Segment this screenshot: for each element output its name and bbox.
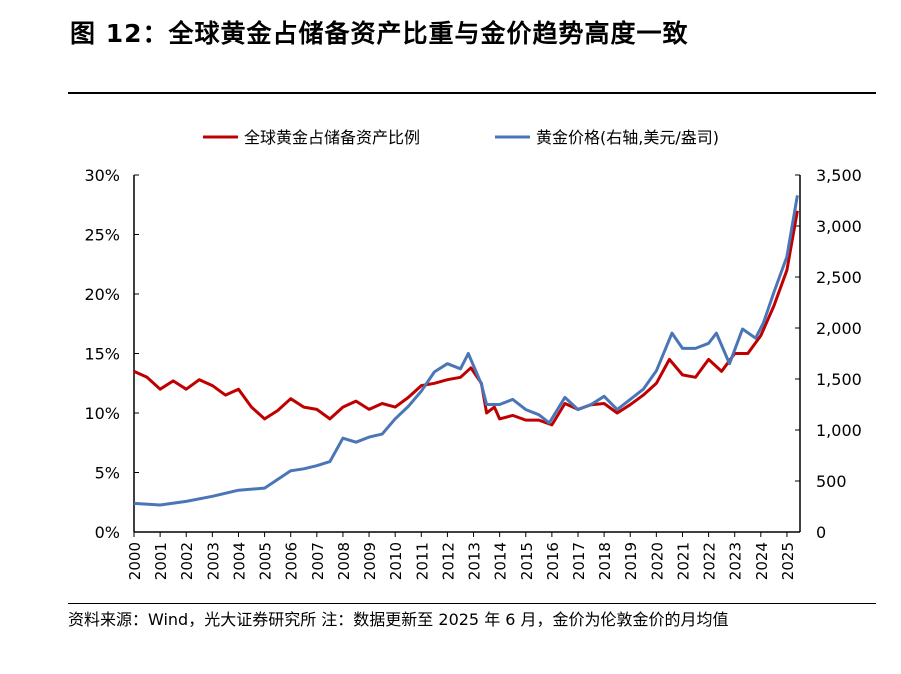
x-tick-label: 2021: [674, 542, 692, 580]
x-tick-label: 2023: [727, 542, 745, 580]
legend-label: 黄金价格(右轴,美元/盎司): [536, 128, 719, 147]
series-line-gold-price: [133, 195, 799, 507]
x-tick-label: 2000: [126, 542, 144, 580]
right-tick-label: 3,500: [816, 166, 862, 185]
left-tick-label: 25%: [84, 226, 120, 245]
x-tick-label: 2011: [413, 542, 431, 580]
right-tick-label: 2,500: [816, 268, 862, 287]
x-tick-label: 2014: [492, 542, 510, 580]
right-tick-label: 500: [816, 472, 847, 491]
x-tick-label: 2009: [361, 542, 379, 580]
right-tick-label: 2,000: [816, 319, 862, 338]
right-tick-label: 3,000: [816, 217, 862, 236]
left-tick-label: 5%: [95, 464, 120, 483]
right-tick-label: 1,000: [816, 421, 862, 440]
left-tick-label: 30%: [84, 166, 120, 185]
left-tick-label: 0%: [95, 523, 120, 542]
legend-label: 全球黄金占储备资产比例: [244, 128, 420, 147]
x-tick-label: 2001: [152, 542, 170, 580]
series-line-gold-reserve-share: [133, 210, 799, 427]
x-tick-label: 2017: [570, 542, 588, 580]
x-tick-label: 2002: [178, 542, 196, 580]
x-tick-label: 2006: [283, 542, 301, 580]
x-tick-label: 2019: [622, 542, 640, 580]
left-tick-label: 10%: [84, 404, 120, 423]
left-tick-label: 20%: [84, 285, 120, 304]
x-tick-label: 2003: [204, 542, 222, 580]
x-tick-label: 2025: [779, 542, 797, 580]
bottom-rule: [68, 603, 876, 604]
x-tick-label: 2022: [701, 542, 719, 580]
x-tick-label: 2007: [309, 542, 327, 580]
footnote: 资料来源：Wind，光大证券研究所 注：数据更新至 2025 年 6 月，金价为…: [68, 610, 729, 629]
figure-title: 图 12：全球黄金占储备资产比重与金价趋势高度一致: [70, 19, 689, 48]
x-tick-label: 2012: [439, 542, 457, 580]
x-tick-label: 2004: [230, 542, 248, 580]
x-tick-label: 2013: [466, 542, 484, 580]
x-tick-label: 2015: [518, 542, 536, 580]
x-tick-label: 2024: [753, 542, 771, 580]
x-tick-label: 2005: [257, 542, 275, 580]
x-tick-label: 2020: [648, 542, 666, 580]
x-tick-label: 2010: [387, 542, 405, 580]
chart: 0% 5% 10% 15% 20% 25% 30% 0 500 1,000 1,500 2,000 2,…: [84, 128, 862, 580]
top-rule: [68, 92, 876, 94]
x-tick-label: 2016: [544, 542, 562, 580]
x-tick-label: 2018: [596, 542, 614, 580]
left-tick-label: 15%: [84, 345, 120, 364]
right-tick-label: 0: [816, 523, 826, 542]
x-tick-label: 2008: [335, 542, 353, 580]
right-tick-label: 1,500: [816, 370, 862, 389]
